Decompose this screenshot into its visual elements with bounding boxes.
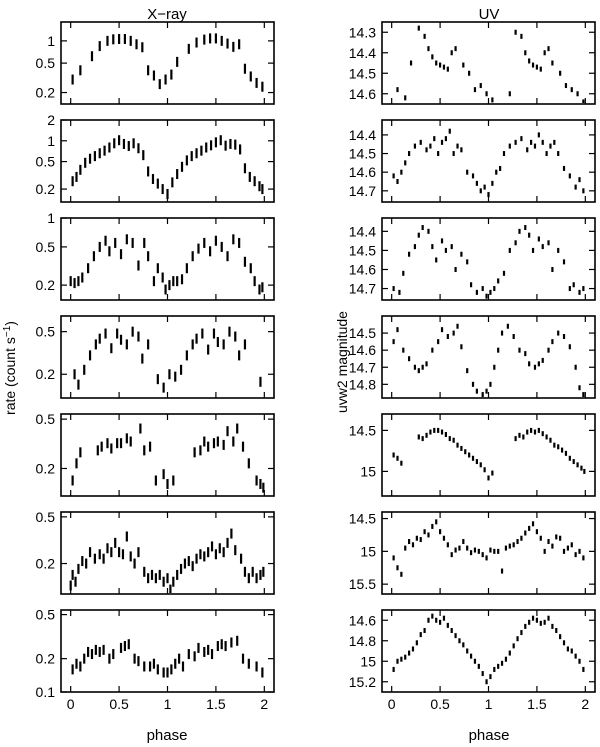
xray-panel-2-ytick-label: 0.2	[36, 181, 56, 197]
xray-panel-2-ytick-label: 0.5	[36, 154, 56, 170]
xray-panel-3: 1 0.5 0.2	[36, 210, 275, 301]
uv-panel-7-xtick-label: 0	[388, 696, 396, 712]
uv-panel-2-ytick-label: 14.7	[349, 183, 376, 199]
uv-panel-7: 0 0.5 1 1.5 2 14.6 14.8 15 15.2	[349, 609, 596, 712]
uv-panel-5: 14.5 15	[349, 413, 596, 497]
xray-panel-7-xtick-label: 1	[164, 696, 172, 712]
xray-panel-7-xtick-label: 0.5	[109, 696, 129, 712]
uv-panel-2-ytick-label: 14.5	[349, 146, 376, 162]
xray-panel-4-ytick-label: 0.2	[36, 366, 56, 382]
uv-panel-1-ytick-label: 14.4	[349, 45, 376, 61]
xray-panel-1-ytick-label: 1	[47, 33, 55, 49]
xray-panel-6-ytick-label: 0.5	[36, 509, 56, 525]
xray-panel-7-xtick-label: 0	[67, 696, 75, 712]
uv-column-title: UV	[479, 6, 500, 23]
uv-panel-6: 14.5 15 15.5	[349, 511, 596, 595]
uv-panel-1: 14.3 14.4 14.5 14.6	[349, 21, 596, 105]
xray-y-axis-label: rate (count s−1)	[2, 321, 18, 415]
uv-panel-5-ytick-label: 15	[360, 463, 376, 479]
uv-panel-6-ytick-label: 15.5	[349, 576, 376, 592]
panel-grid: 1 0.5 0.2 2 1 0.5 0.2 1 0.5 0.2 0.5 0.2 0.5 0.2 0.5 0.2…	[36, 21, 596, 712]
xray-panel-7-ytick-label: 0.1	[36, 684, 56, 700]
xray-panel-2: 2 1 0.5 0.2	[36, 112, 275, 203]
xray-panel-2-ytick-label: 2	[47, 112, 55, 128]
xray-x-axis-label: phase	[147, 727, 188, 744]
xray-panel-5: 0.5 0.2	[36, 411, 275, 497]
uv-x-axis-label: phase	[469, 727, 510, 744]
uv-panel-7-ytick-label: 14.6	[349, 612, 376, 628]
xray-panel-3-ytick-label: 0.5	[36, 239, 56, 255]
uv-panel-7-ytick-label: 14.8	[349, 633, 376, 649]
xray-panel-7-xtick-label: 2	[260, 696, 268, 712]
xray-panel-7-xtick-label: 1.5	[206, 696, 226, 712]
uv-panel-7-ytick-label: 15.2	[349, 674, 376, 690]
uv-panel-7-ytick-label: 15	[360, 653, 376, 669]
uv-panel-1-frame	[381, 21, 596, 105]
xray-panel-3-ytick-label: 0.2	[36, 277, 56, 293]
uv-panel-1-ytick-label: 14.6	[349, 86, 376, 102]
uv-panel-5-frame	[381, 413, 596, 497]
uv-panel-7-xtick-label: 2	[581, 696, 589, 712]
uv-panel-2-ytick-label: 14.6	[349, 164, 376, 180]
uv-panel-4-ytick-label: 14.8	[349, 376, 376, 392]
uv-panel-3-ytick-label: 14.5	[349, 242, 376, 258]
uv-panel-6-ytick-label: 14.5	[349, 511, 376, 527]
uv-panel-3-ytick-label: 14.7	[349, 281, 376, 297]
xray-panel-6-ytick-label: 0.2	[36, 556, 56, 572]
xray-panel-7-ytick-label: 0.2	[36, 651, 56, 667]
uv-panel-6-ytick-label: 15	[360, 543, 376, 559]
xray-panel-7-ytick-label: 0.5	[36, 607, 56, 623]
uv-panel-7-xtick-label: 0.5	[430, 696, 450, 712]
uv-panel-4-frame	[381, 315, 596, 399]
uv-panel-3-ytick-label: 14.4	[349, 223, 376, 239]
xray-panel-3-ytick-label: 1	[47, 210, 55, 226]
xray-panel-5-ytick-label: 0.2	[36, 460, 56, 476]
uv-panel-4-ytick-label: 14.7	[349, 359, 376, 375]
uv-panel-7-xtick-label: 1	[485, 696, 493, 712]
xray-panel-5-ytick-label: 0.5	[36, 411, 56, 427]
xray-panel-4: 0.5 0.2	[36, 315, 275, 399]
xray-panel-6: 0.5 0.2	[36, 509, 275, 595]
uv-panel-2-frame	[381, 119, 596, 203]
xray-panel-2-ytick-label: 1	[47, 133, 55, 149]
uv-panel-7-xtick-label: 1.5	[527, 696, 547, 712]
xray-panel-1: 1 0.5 0.2	[36, 21, 275, 105]
xray-panel-4-frame	[60, 315, 275, 399]
uv-panel-4-ytick-label: 14.6	[349, 342, 376, 358]
uv-panel-5-ytick-label: 14.5	[349, 422, 376, 438]
uv-panel-2: 14.4 14.5 14.6 14.7	[349, 119, 596, 203]
xray-panel-4-ytick-label: 0.5	[36, 324, 56, 340]
uv-panel-4: 14.514.614.714.8	[349, 315, 596, 399]
uv-panel-3-ytick-label: 14.6	[349, 261, 376, 277]
xray-panel-1-ytick-label: 0.5	[36, 55, 56, 71]
xray-column-title: X−ray	[147, 6, 187, 23]
uv-panel-1-ytick-label: 14.3	[349, 24, 376, 40]
xray-panel-1-frame	[60, 21, 275, 105]
uv-panel-3: 14.4 14.5 14.6 14.7	[349, 217, 596, 301]
xray-panel-7: 0 0.5 1 1.5 2 0.5 0.2 0.1	[36, 607, 275, 712]
uv-panel-4-ytick-label: 14.5	[349, 325, 376, 341]
uv-panel-2-ytick-label: 14.4	[349, 127, 376, 143]
uv-panel-1-ytick-label: 14.5	[349, 65, 376, 81]
uv-y-axis-label: uvw2 magnitude	[334, 311, 350, 413]
xray-panel-1-ytick-label: 0.2	[36, 85, 56, 101]
uv-panel-3-frame	[381, 217, 596, 301]
